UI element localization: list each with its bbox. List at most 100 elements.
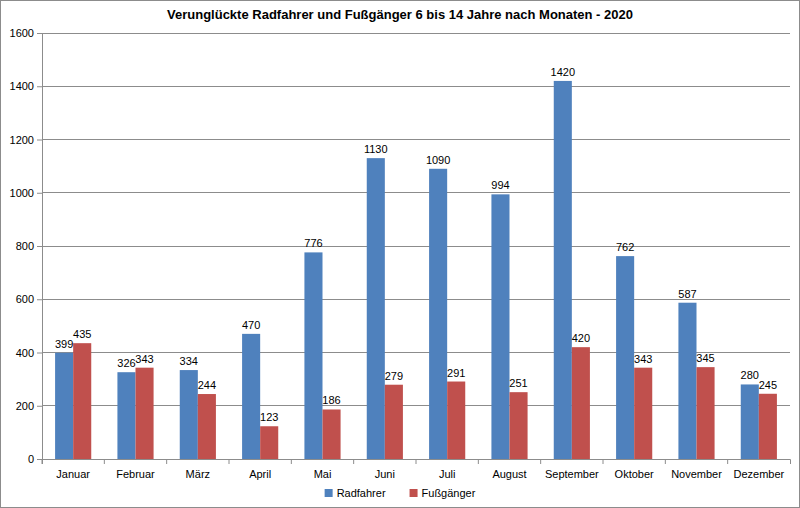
data-label: 279 [385,370,403,382]
legend-item: Radfahrer [325,487,386,499]
bar [385,385,403,459]
legend-item: Fußgänger [410,487,476,499]
data-label: 291 [447,367,465,379]
x-tick: Mai [291,459,331,480]
bar [741,384,759,459]
y-tick: 1400 [10,80,42,92]
y-tick-mark [37,86,42,87]
data-label: 280 [741,369,759,381]
grid [42,33,790,459]
bar [242,334,260,459]
x-tick-label: März [186,468,210,480]
x-tick: Oktober [603,459,654,480]
y-axis-line [37,34,43,460]
y-tick-label: 600 [16,293,34,305]
x-tick: August [478,459,526,480]
bar [759,394,777,459]
y-tick-mark [37,33,42,34]
x-tick-mark [229,459,230,464]
x-tick: Februar [104,459,155,480]
data-label: 776 [304,237,322,249]
x-tick-mark [727,459,728,464]
x-tick-mark [416,459,417,464]
bar [697,367,715,459]
y-tick-mark [37,193,42,194]
bar [260,426,278,459]
x-tick: Dezember [728,459,785,480]
bar [678,303,696,459]
data-label: 435 [73,328,91,340]
x-axis: Januar Februar März April Mai Juni Juli August S… [42,459,791,480]
x-tick-label: Oktober [615,468,654,480]
y-tick-mark [37,459,42,460]
data-label: 399 [55,338,73,350]
data-label: 470 [242,319,260,331]
x-tick: Juni [354,459,395,480]
data-label: 420 [572,332,590,344]
legend: Radfahrer Fußgänger [325,487,476,499]
y-tick-label: 1600 [10,27,34,39]
x-tick-mark [478,459,479,464]
x-tick-mark [603,459,604,464]
bar [73,343,91,459]
data-label: 1090 [426,154,450,166]
data-label: 245 [759,379,777,391]
y-tick: 800 [16,240,42,252]
x-tick-label: November [671,468,722,480]
bar-series [73,343,777,459]
grid-line [42,33,790,34]
bar [180,370,198,459]
y-tick-label: 800 [16,240,34,252]
bar [304,252,322,459]
x-tick-label: April [249,468,271,480]
data-labels: 3993263344707761130109099414207625872804… [55,66,777,423]
bar [634,368,652,459]
x-tick-mark [540,459,541,464]
y-tick-mark [37,299,42,300]
y-tick: 200 [16,400,42,412]
y-tick-label: 1000 [10,187,34,199]
y-tick: 1600 [10,27,42,39]
data-label: 326 [117,357,135,369]
x-tick-mark [104,459,105,464]
chart-frame [1,1,800,508]
bar-series [55,81,759,459]
x-tick-label: Dezember [733,468,784,480]
data-label: 587 [678,288,696,300]
x-tick: September [541,459,599,480]
y-tick: 1000 [10,187,42,199]
bar [55,353,73,459]
x-tick-label: Juni [375,468,395,480]
y-tick: 1200 [10,134,42,146]
bar [572,347,590,459]
bar [510,392,528,459]
y-tick-mark [37,353,42,354]
x-tick: Juli [416,459,455,480]
data-label: 1420 [551,66,575,78]
x-tick-label: Januar [56,468,90,480]
grid-line [42,352,790,353]
y-tick-label: 200 [16,400,34,412]
x-tick: Januar [42,459,90,480]
bar [117,372,135,459]
data-label: 1130 [364,143,388,155]
grid-line [42,139,790,140]
legend-label: Fußgänger [422,487,476,499]
x-tick: März [167,459,210,480]
data-label: 994 [491,179,509,191]
y-tick-mark [37,246,42,247]
grid-line [42,192,790,193]
y-tick-label: 1200 [10,134,34,146]
plot: 02004006008001000120014001600JanuarFebru… [10,27,791,480]
data-label: 251 [509,377,527,389]
y-tick-mark [37,140,42,141]
x-tick: November [665,459,722,480]
bar [491,194,509,459]
grid-line [42,86,790,87]
chart: Verunglückte Radfahrer und Fußgänger 6 b… [0,0,800,508]
x-tick-mark [291,459,292,464]
data-label: 334 [180,355,198,367]
x-tick-mark [665,459,666,464]
legend-label: Radfahrer [337,487,386,499]
y-tick: 600 [16,293,42,305]
